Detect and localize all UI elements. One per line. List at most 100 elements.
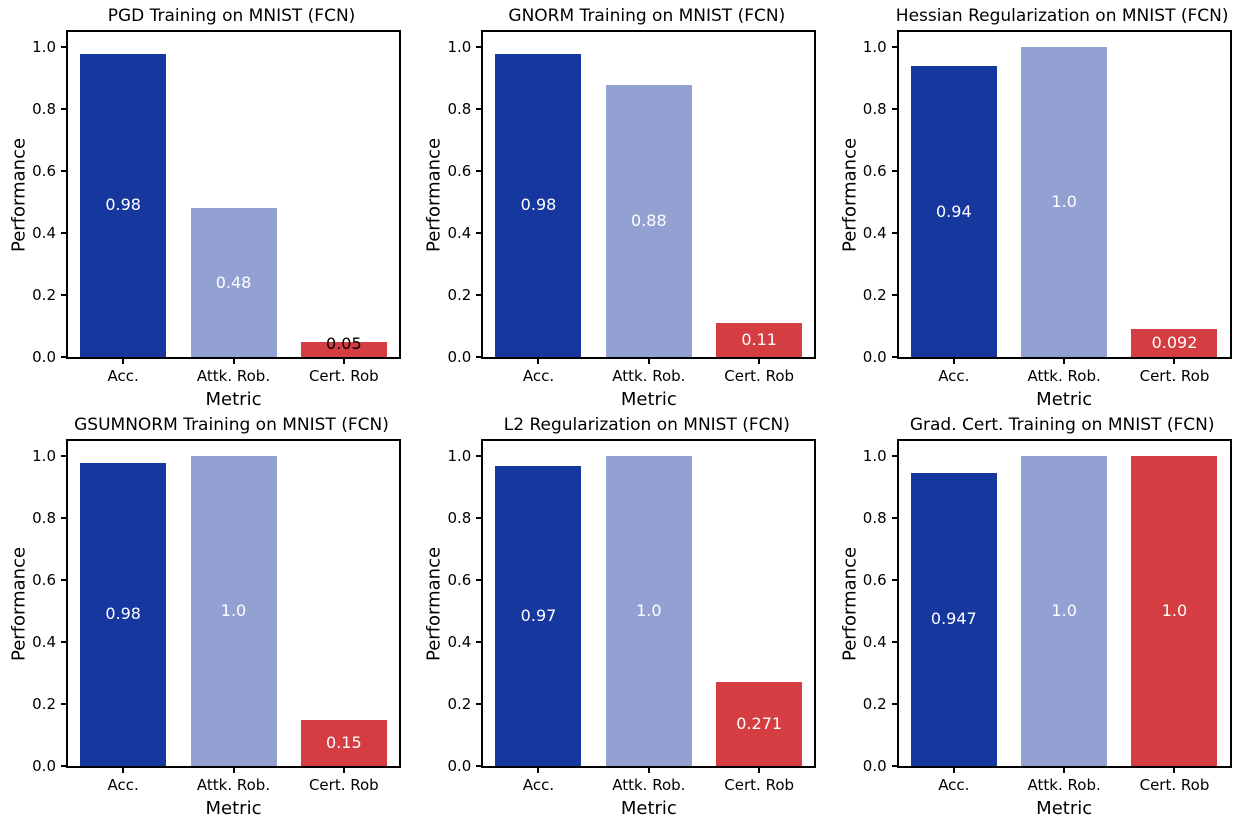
- y-tick-mark: [891, 294, 899, 297]
- y-tick-mark: [891, 765, 899, 767]
- y-tick-label: 0.2: [447, 695, 472, 714]
- x-tick-mark: [232, 357, 235, 364]
- x-tick-label-cert-rob: Cert. Rob: [308, 776, 379, 794]
- y-tick-mark: [61, 232, 68, 235]
- y-tick-label: 0.6: [862, 162, 887, 181]
- x-tick-label-acc: Acc.: [938, 776, 970, 794]
- x-tick-label-acc: Acc.: [107, 367, 139, 385]
- y-tick-mark: [61, 356, 68, 358]
- y-tick-mark: [61, 579, 68, 582]
- chart-title: PGD Training on MNIST (FCN): [107, 6, 356, 26]
- x-tick-mark: [537, 766, 540, 773]
- y-tick-label: 0.4: [862, 633, 887, 652]
- y-tick-mark: [476, 232, 484, 235]
- y-tick-mark: [61, 46, 68, 49]
- x-tick-label-acc: Acc.: [522, 367, 555, 385]
- plot-area: 0.0 0.2 0.4 0.6 0.8 1.0 0.94 Acc. 1.0 Attk. Rob. 0…: [839, 30, 1232, 410]
- y-axis-label: Performance: [839, 137, 861, 252]
- y-tick-label: 0.8: [447, 100, 472, 119]
- plot-area: 0.0 0.2 0.4 0.6 0.8 1.0 0.947 Acc. 1.0 Attk. Rob.…: [839, 439, 1232, 819]
- x-tick-mark: [342, 357, 345, 364]
- x-axis-label: Metric: [1036, 798, 1093, 819]
- y-tick-mark: [61, 294, 68, 297]
- x-tick-label-acc: Acc.: [522, 776, 555, 794]
- x-axis-label: Metric: [205, 389, 262, 410]
- y-tick-mark: [891, 232, 899, 235]
- y-tick-label: 0.0: [447, 757, 472, 775]
- x-tick-label-cert-rob: Cert. Rob: [1139, 776, 1210, 794]
- x-tick-mark: [1173, 357, 1176, 364]
- plot-area: 0.0 0.2 0.4 0.6 0.8 1.0 0.97 Acc. 1.0 Attk. Rob. 0…: [424, 439, 817, 819]
- x-axis-label: Metric: [620, 798, 677, 819]
- y-tick-label: 0.6: [447, 162, 472, 181]
- y-tick-label: 0.8: [862, 509, 887, 528]
- y-tick-mark: [891, 517, 899, 520]
- chart-panel-pgd-training-on-mnist-fcn: PGD Training on MNIST (FCN) 0.0 0.2 0.4 0.6 0…: [0, 0, 416, 410]
- y-tick-mark: [891, 170, 899, 173]
- chart-panel-hessian-regularization-on-mnist-fcn: Hessian Regularization on MNIST (FCN) 0.0…: [830, 0, 1246, 410]
- y-tick-mark: [476, 108, 484, 111]
- y-tick-label: 1.0: [447, 38, 472, 57]
- bar-value-label-acc: 0.98: [520, 195, 557, 215]
- y-tick-label: 0.8: [32, 100, 56, 119]
- bar-cert-rob: [1131, 328, 1218, 357]
- chart-panel-gnorm-training-on-mnist-fcn: GNORM Training on MNIST (FCN) 0.0 0.2 0.4 0.…: [415, 0, 831, 410]
- x-tick-label-attk-rob: Attk. Rob.: [196, 367, 271, 385]
- bar-value-label-cert-rob: 0.11: [741, 329, 777, 349]
- y-tick-mark: [891, 579, 899, 582]
- plot-area: 0.0 0.2 0.4 0.6 0.8 1.0 0.98 Acc. 0.88 Attk. Rob.…: [424, 30, 817, 410]
- y-tick-mark: [61, 765, 68, 767]
- y-tick-label: 0.2: [862, 695, 887, 714]
- bar-value-label-acc: 0.98: [105, 604, 141, 624]
- bar-value-label-attk-rob: 0.48: [215, 272, 252, 292]
- bar-acc: [910, 66, 997, 357]
- x-tick-label-attk-rob: Attk. Rob.: [196, 776, 271, 794]
- y-tick-mark: [476, 703, 484, 706]
- bar-attk-rob: [1021, 47, 1108, 357]
- y-tick-label: 0.2: [32, 695, 56, 714]
- x-tick-label-attk-rob: Attk. Rob.: [612, 367, 686, 385]
- bar-attk-rob: [190, 208, 277, 357]
- chart-panel-grad-cert-training-on-mnist-fcn: Grad. Cert. Training on MNIST (FCN) 0.0 0.…: [830, 409, 1246, 819]
- chart-panel-gsumnorm-training-on-mnist-fcn: GSUMNORM Training on MNIST (FCN) 0.0 0.2 0.…: [0, 409, 416, 819]
- bar-cert-rob: [716, 682, 803, 766]
- bar-acc: [80, 53, 167, 357]
- y-tick-label: 1.0: [862, 447, 887, 466]
- y-tick-label: 0.0: [862, 757, 887, 775]
- y-axis-label: Performance: [423, 546, 445, 661]
- y-tick-label: 0.2: [447, 286, 472, 305]
- x-tick-mark: [122, 357, 125, 364]
- x-tick-mark: [122, 766, 125, 773]
- y-tick-mark: [61, 170, 68, 173]
- x-axis-label: Metric: [205, 798, 262, 819]
- y-axis-label: Performance: [8, 137, 30, 252]
- y-tick-label: 0.4: [447, 633, 472, 652]
- y-tick-label: 1.0: [32, 38, 56, 57]
- y-tick-label: 0.6: [862, 571, 887, 590]
- x-tick-label-attk-rob: Attk. Rob.: [612, 776, 686, 794]
- y-tick-mark: [891, 46, 899, 49]
- y-tick-mark: [61, 455, 68, 458]
- bar-value-label-attk-rob: 1.0: [1051, 601, 1077, 621]
- x-tick-mark: [1173, 766, 1176, 773]
- x-tick-mark: [952, 357, 955, 364]
- x-tick-mark: [1063, 357, 1066, 364]
- x-tick-mark: [647, 766, 650, 773]
- y-tick-label: 0.0: [32, 757, 56, 775]
- chart-panel-l2-regularization-on-mnist-fcn: L2 Regularization on MNIST (FCN) 0.0 0.2 0.…: [415, 409, 831, 819]
- x-tick-mark: [647, 357, 650, 364]
- y-tick-label: 0.8: [862, 100, 887, 119]
- y-tick-label: 0.2: [862, 286, 887, 305]
- y-tick-mark: [61, 517, 68, 520]
- bar-acc: [495, 53, 582, 357]
- y-tick-label: 0.4: [32, 224, 56, 243]
- y-tick-mark: [61, 703, 68, 706]
- y-tick-label: 0.6: [32, 162, 56, 181]
- bar-value-label-cert-rob: 0.15: [326, 732, 362, 752]
- y-tick-label: 0.4: [32, 633, 56, 652]
- x-tick-mark: [758, 357, 761, 364]
- y-tick-mark: [891, 356, 899, 358]
- bar-attk-rob: [605, 456, 692, 766]
- bar-attk-rob: [1021, 456, 1108, 766]
